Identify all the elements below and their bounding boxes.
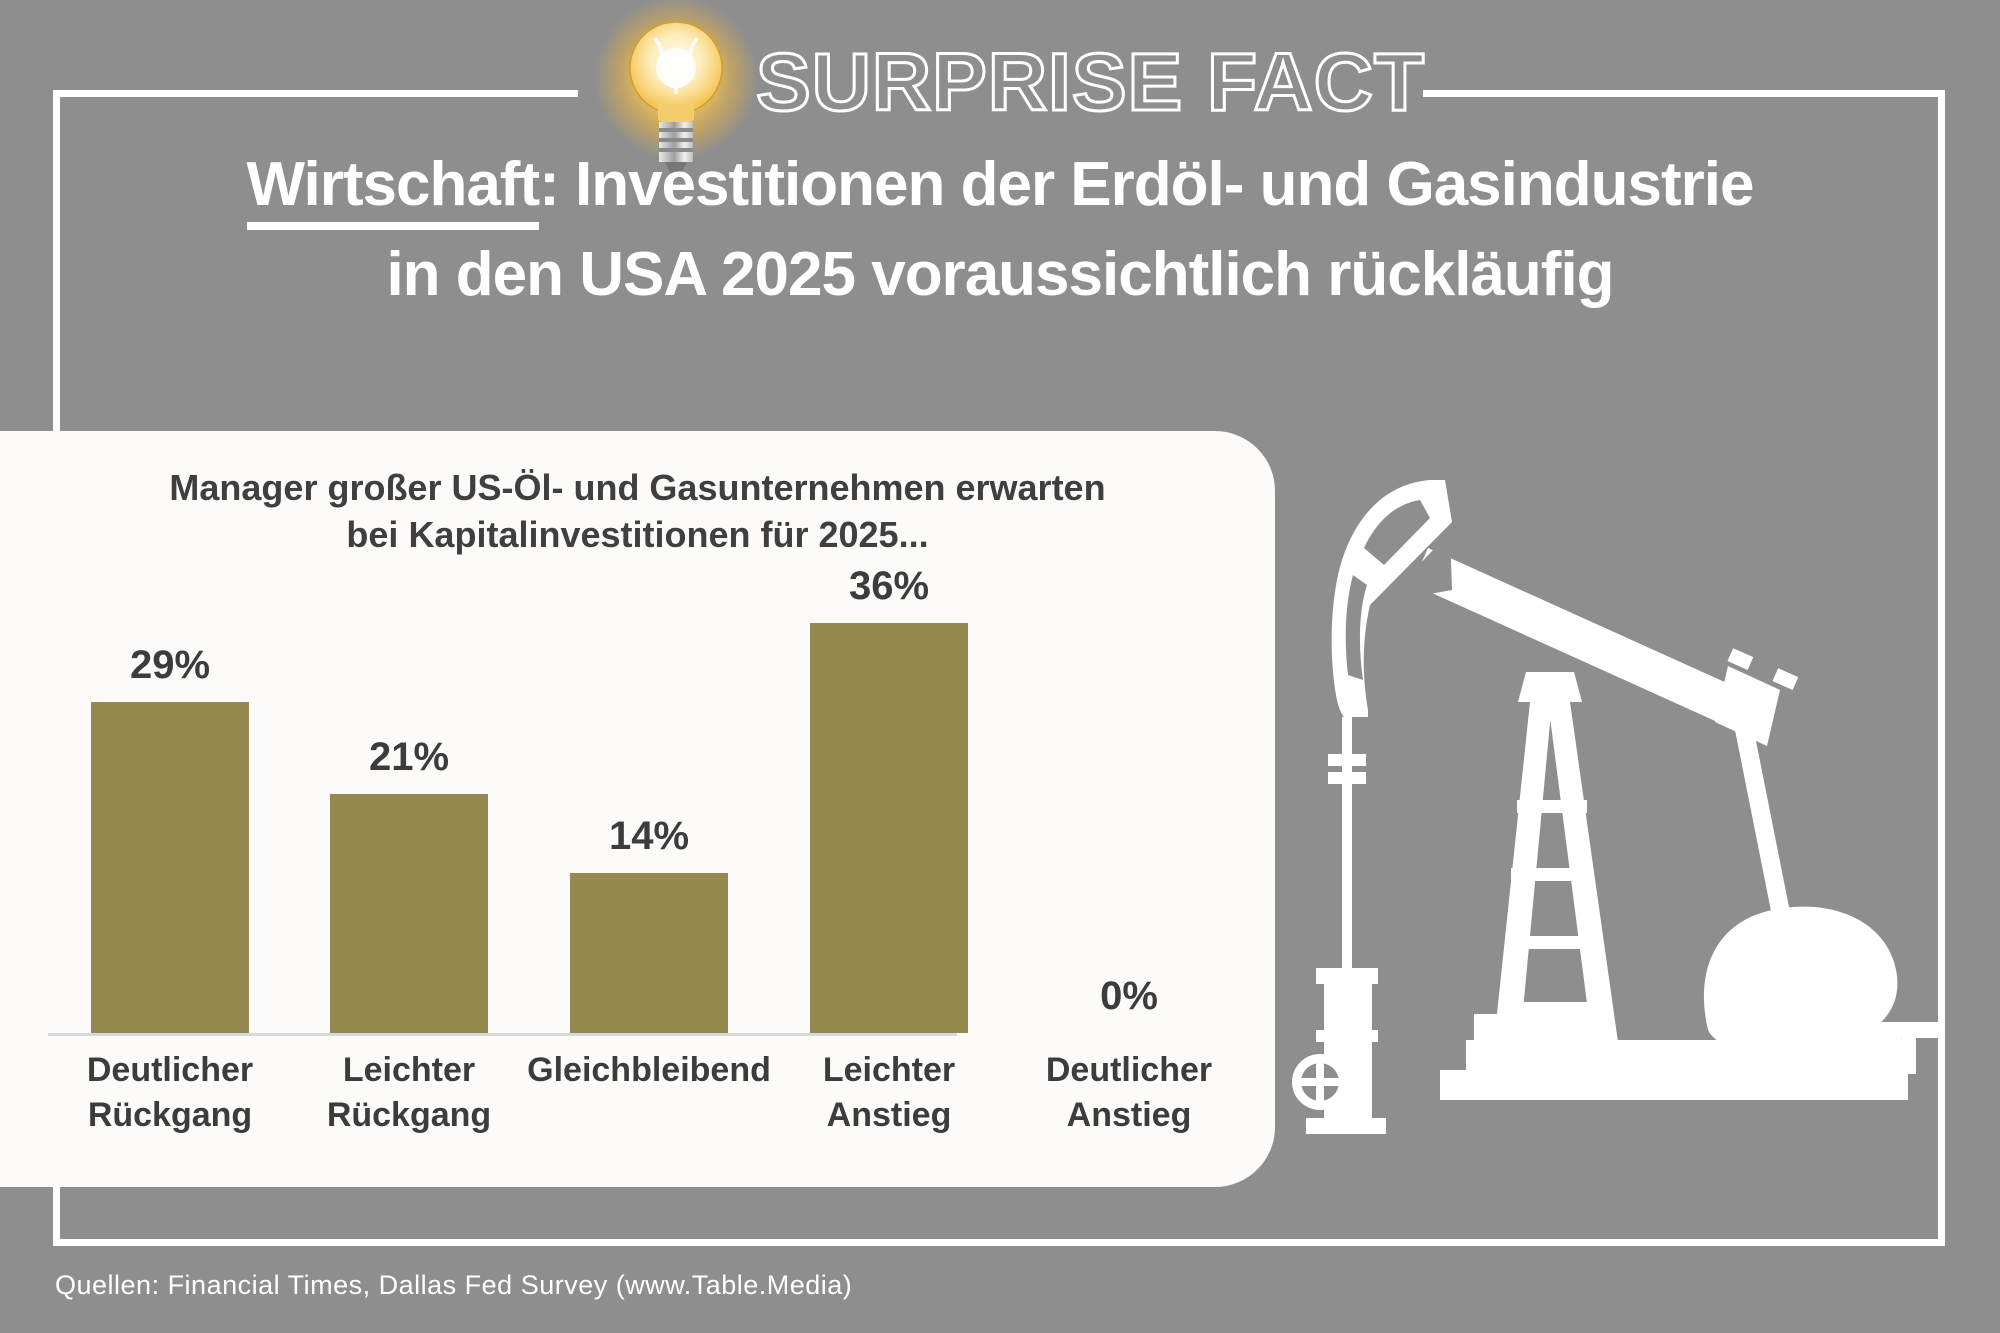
- plot-area: 29% 21% 14% 36% 0%: [48, 564, 1158, 1036]
- page-title-line1: Wirtschaft: Investitionen der Erdöl- und…: [60, 140, 1940, 230]
- page-title-line2: in den USA 2025 voraussichtlich rückläuf…: [386, 240, 1614, 309]
- oil-pumpjack-icon: [1280, 470, 1940, 1170]
- chart-bar-3: [570, 873, 728, 1033]
- title-underlined-word: Wirtschaft: [246, 150, 540, 230]
- category-label-5: Deutlicher Anstieg: [1045, 1051, 1213, 1134]
- bar-value-label-3: 14%: [608, 814, 690, 858]
- category-label-1: Deutlicher Rückgang: [86, 1051, 254, 1134]
- bar-value-label-4: 36%: [848, 564, 930, 608]
- category-labels: Deutlicher Rückgang Leichter Rückgang Gleich…: [48, 1048, 1212, 1168]
- surprise-fact-badge: SURPRISE FACT: [755, 36, 1426, 130]
- source-caption: Quellen: Financial Times, Dallas Fed Sur…: [55, 1270, 853, 1300]
- category-label-3: Gleichbleibend: [527, 1051, 771, 1089]
- chart-bar-2: [330, 794, 488, 1033]
- title-line1-rest: : Investitionen der Erdöl- und Gasindust…: [539, 150, 1754, 219]
- lightbulb-icon: [588, 0, 768, 194]
- bar-value-label-2: 21%: [368, 735, 450, 779]
- chart-title: Manager großer US-Öl- und Gasunternehmen…: [0, 464, 1275, 558]
- chart-title-line2: bei Kapitalinvestitionen für 2025...: [346, 514, 929, 555]
- chart-title-line1: Manager großer US-Öl- und Gasunternehmen…: [169, 467, 1106, 508]
- category-label-2: Leichter Rückgang: [326, 1051, 492, 1134]
- chart-bar-4: [810, 623, 968, 1033]
- category-label-4: Leichter Anstieg: [822, 1051, 956, 1134]
- bar-value-label-1: 29%: [129, 643, 211, 687]
- chart-card: Manager großer US-Öl- und Gasunternehmen…: [0, 431, 1275, 1187]
- page-title: Wirtschaft: Investitionen der Erdöl- und…: [60, 140, 1940, 320]
- chart-bar-1: [91, 702, 249, 1033]
- bar-value-label-5: 0%: [1100, 974, 1158, 1018]
